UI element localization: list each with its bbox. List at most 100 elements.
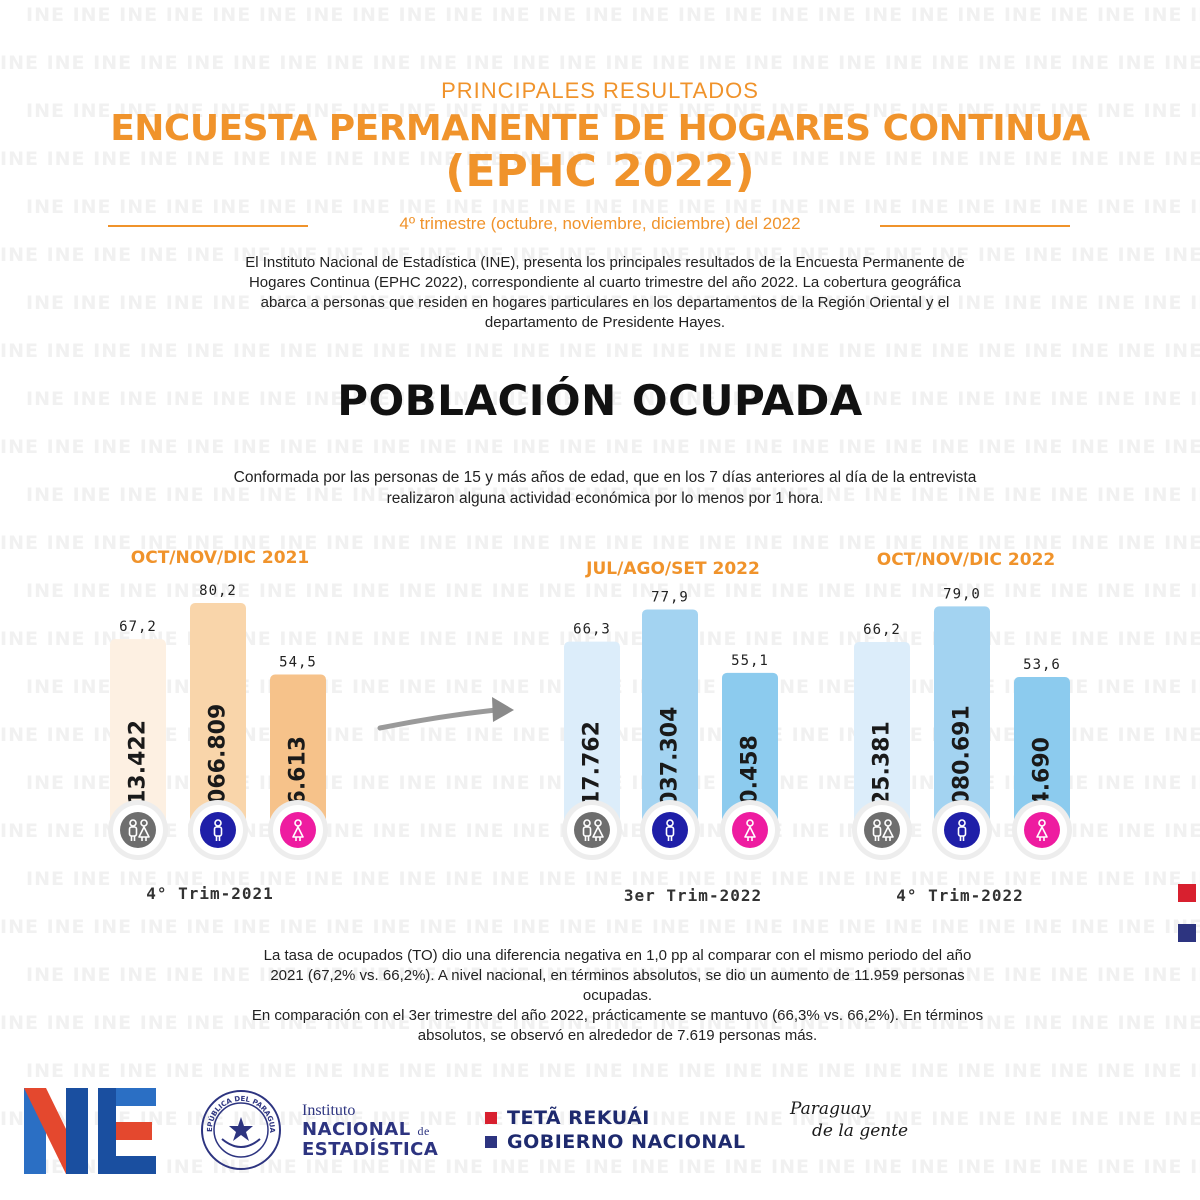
- person-head: [666, 819, 674, 827]
- bar-total: [854, 641, 910, 826]
- two-persons-icon: [120, 812, 156, 848]
- summary-line: En comparación con el 3er trimestre del …: [251, 1007, 984, 1024]
- ine-estadistica: ESTADÍSTICA: [302, 1139, 439, 1160]
- summary-line: La tasa de ocupados (TO) dio una diferen…: [263, 947, 972, 964]
- definition-paragraph: Conformada por las personas de 15 y más …: [150, 467, 1060, 509]
- arrow-head: [492, 697, 514, 722]
- female-icon: [1024, 812, 1060, 848]
- male-icon: [944, 812, 980, 848]
- ine-de-word: de: [417, 1124, 430, 1138]
- gov-line-1: TETÃ REKUÁI: [485, 1106, 746, 1130]
- panel-title-3t-2022: JUL/AGO/SET 2022: [586, 559, 760, 579]
- panel-footer-4t-2022: 4° Trim-2022: [896, 886, 1024, 905]
- panel-title-4t-2022: OCT/NOV/DIC 2022: [876, 550, 1056, 570]
- two-persons-icon: [574, 812, 610, 848]
- government-brand: TETÃ REKUÁI GOBIERNO NACIONAL: [485, 1106, 746, 1154]
- bar-total: [564, 641, 620, 826]
- rate-label: 55,1: [731, 653, 769, 669]
- intro-paragraph: El Instituto Nacional de Estadística (IN…: [140, 253, 1070, 333]
- period-rule-left: [108, 225, 308, 227]
- person-head: [294, 819, 302, 827]
- person-dress: [592, 826, 604, 838]
- page-title-line1: ENCUESTA PERMANENTE DE HOGARES CONTINUA: [110, 108, 1090, 149]
- bar-mujeres: [270, 674, 326, 826]
- person-head: [583, 819, 591, 827]
- person-head: [214, 819, 222, 827]
- slogan-line-2: de la gente: [812, 1121, 909, 1141]
- bar-mujeres: [1014, 676, 1070, 826]
- ine-logo: [24, 1088, 156, 1174]
- person-dress: [882, 826, 894, 838]
- person-head: [140, 819, 148, 827]
- bar-hombres: [934, 606, 990, 826]
- gov-blue-square: [485, 1136, 497, 1148]
- ine-nacional: NACIONAL de: [302, 1121, 438, 1139]
- period-rule-right: [880, 225, 1070, 227]
- person-body: [872, 826, 882, 837]
- person-dress: [292, 826, 304, 838]
- two-persons-icon: [864, 812, 900, 848]
- rate-label: 67,2: [119, 619, 157, 635]
- female-icon: [732, 812, 768, 848]
- ine-nacional-word: NACIONAL: [302, 1119, 411, 1140]
- rate-label: 66,3: [573, 622, 611, 638]
- gov-red-square: [485, 1112, 497, 1124]
- header-kicker: PRINCIPALES RESULTADOS: [441, 78, 759, 103]
- intro-line: departamento de Presidente Hayes.: [484, 314, 726, 331]
- person-body: [957, 826, 967, 837]
- ine-name-block: Instituto NACIONAL de ESTADÍSTICA: [302, 1103, 438, 1159]
- gov-line-2-text: GOBIERNO NACIONAL: [507, 1131, 746, 1153]
- person-head: [746, 819, 754, 827]
- bar-hombres: [190, 603, 246, 826]
- summary-paragraph: La tasa de ocupados (TO) dio una diferen…: [150, 946, 1085, 1046]
- definition-line: realizaron alguna actividad económica po…: [386, 490, 824, 507]
- flag-blue-square: [1178, 924, 1196, 942]
- person-head: [1038, 819, 1046, 827]
- period-text: 4º trimestre (octubre, noviembre, diciem…: [399, 214, 801, 233]
- person-body: [582, 826, 592, 837]
- bar-hombres: [642, 609, 698, 826]
- slogan-line-1: Paraguay: [790, 1099, 871, 1119]
- section-title: POBLACIÓN OCUPADA: [337, 376, 863, 425]
- panel-footer-2021: 4° Trim-2021: [146, 884, 274, 903]
- definition-line: Conformada por las personas de 15 y más …: [233, 469, 977, 486]
- person-head: [873, 819, 881, 827]
- flag-red-square: [1178, 884, 1196, 902]
- female-icon: [280, 812, 316, 848]
- bar-mujeres: [722, 672, 778, 826]
- national-seal-logo: REPÚBLICA DEL PARAGUAY: [200, 1089, 281, 1170]
- person-head: [958, 819, 966, 827]
- ine-instituto: Instituto: [302, 1102, 356, 1119]
- person-head: [594, 819, 602, 827]
- page-title-line2: (EPHC 2022): [445, 146, 755, 197]
- rate-label: 80,2: [199, 583, 237, 599]
- intro-line: Hogares Continua (EPHC 2022), correspond…: [248, 274, 962, 291]
- gov-line-2: GOBIERNO NACIONAL: [485, 1130, 746, 1154]
- rate-label: 79,0: [943, 586, 981, 602]
- bar-total: [110, 639, 166, 826]
- person-body: [213, 826, 223, 837]
- person-body: [128, 826, 138, 837]
- panel-footer-3t-2022: 3er Trim-2022: [623, 886, 763, 905]
- intro-line: El Instituto Nacional de Estadística (IN…: [245, 254, 965, 271]
- person-head: [884, 819, 892, 827]
- paraguay-slogan: Paraguay de la gente: [790, 1098, 908, 1142]
- rate-label: 77,9: [651, 589, 689, 605]
- person-body: [665, 826, 675, 837]
- panel-title-2021: OCT/NOV/DIC 2021: [130, 548, 310, 568]
- rate-label: 66,2: [863, 622, 901, 638]
- intro-line: abarca a personas que residen en hogares…: [260, 294, 950, 311]
- rate-label: 54,5: [279, 654, 317, 670]
- person-dress: [744, 826, 756, 838]
- person-head: [129, 819, 137, 827]
- male-icon: [652, 812, 688, 848]
- summary-line: ocupadas.: [582, 987, 653, 1004]
- person-dress: [138, 826, 150, 838]
- gov-line-1-text: TETÃ REKUÁI: [507, 1107, 650, 1129]
- summary-line: absolutos, se observó en alrededor de 7.…: [417, 1027, 818, 1044]
- rate-label: 53,6: [1023, 657, 1061, 673]
- arrow-right-icon: [377, 707, 499, 731]
- male-icon: [200, 812, 236, 848]
- person-dress: [1036, 826, 1048, 838]
